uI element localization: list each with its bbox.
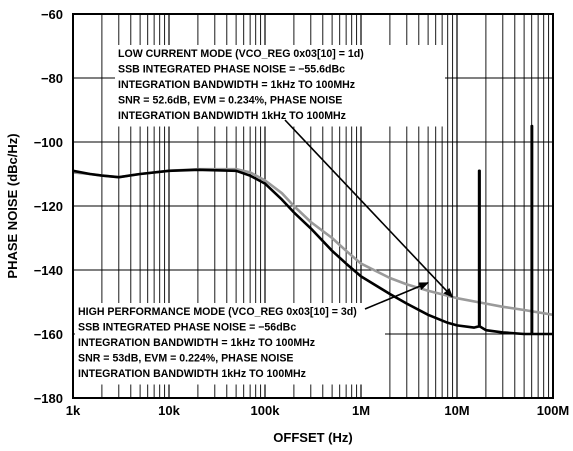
y-tick-label: −140 xyxy=(34,263,63,278)
annotation-line: SSB INTEGRATED PHASE NOISE = −55.6dBc xyxy=(118,64,345,76)
annotation-line: HIGH PERFORMANCE MODE (VCO_REG 0x03[10] … xyxy=(78,306,357,318)
y-axis-title: PHASE NOISE (dBc/Hz) xyxy=(5,133,20,278)
annotation-arrow-1 xyxy=(284,119,454,298)
annotation-line: SSB INTEGRATED PHASE NOISE = −56dBc xyxy=(78,322,296,334)
series-group xyxy=(72,124,554,336)
tick-labels: 1k 10k 100k 1M 10M 100M −60 −80 −100 −120 −140 −160… xyxy=(34,7,570,418)
annotations: LOW CURRENT MODE (VCO_REG 0x03[10] = 1d)… xyxy=(75,45,454,385)
x-tick-label: 1M xyxy=(352,403,370,418)
x-tick-label: 100k xyxy=(251,403,281,418)
annotation-line: INTEGRATION BANDWIDTH 1kHz TO 100MHz xyxy=(78,368,306,380)
plot-border xyxy=(72,13,554,399)
annotation-box-2 xyxy=(75,303,385,385)
annotation-line: INTEGRATION BANDWIDTH = 1kHz TO 100MHz xyxy=(78,337,315,349)
annotation-line: LOW CURRENT MODE (VCO_REG 0x03[10] = 1d) xyxy=(118,48,364,60)
annotation-line: INTEGRATION BANDWIDTH = 1kHz TO 100MHz xyxy=(118,79,355,91)
y-tick-label: −180 xyxy=(34,391,63,406)
plot-frame xyxy=(72,13,554,399)
y-tick-label: −60 xyxy=(41,7,63,22)
y-tick-label: −80 xyxy=(41,71,63,86)
y-tick-label: −160 xyxy=(34,327,63,342)
annotation-line: SNR = 53dB, EVM = 0.224%, PHASE NOISE xyxy=(78,353,294,365)
series-line-2 xyxy=(72,167,554,317)
x-tick-label: 10k xyxy=(158,403,180,418)
annotation-line: INTEGRATION BANDWIDTH 1kHz TO 100MHz xyxy=(118,110,346,122)
y-tick-label: −120 xyxy=(34,199,63,214)
series-line-1 xyxy=(72,124,553,336)
annotation-line: SNR = 52.6dB, EVM = 0.234%, PHASE NOISE xyxy=(118,95,342,107)
x-tick-label: 10M xyxy=(444,403,469,418)
annotation-box-1 xyxy=(115,45,445,127)
y-tick-label: −100 xyxy=(34,135,63,150)
x-tick-label: 100M xyxy=(537,403,570,418)
x-tick-label: 1k xyxy=(66,403,81,418)
annotation-arrow-2 xyxy=(364,282,430,310)
x-axis-title: OFFSET (Hz) xyxy=(273,430,352,445)
